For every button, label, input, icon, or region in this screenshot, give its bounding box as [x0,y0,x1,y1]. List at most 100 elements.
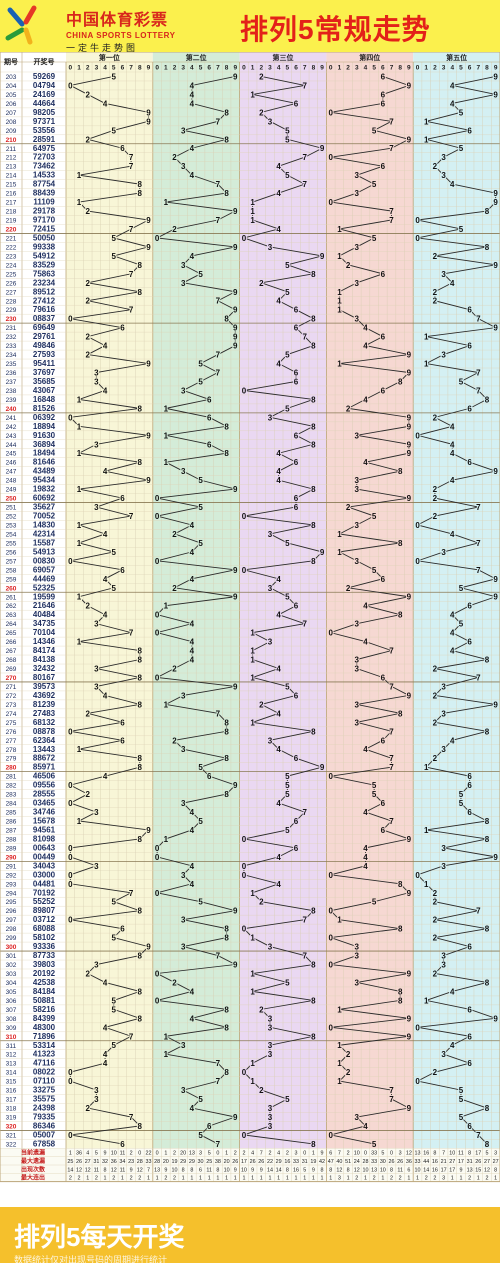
period-label: 216 [6,191,17,198]
trend-digit: 3 [355,943,360,952]
trend-digit: 8 [311,996,316,1005]
period-label: 265 [6,630,17,637]
draw-number: 39573 [33,682,56,691]
trend-digit: 7 [476,907,481,916]
stat-value: 1 [216,1176,219,1182]
trend-digit: 4 [190,826,195,835]
stat-value: 1 [156,1176,159,1182]
trend-digit: 8 [485,978,490,987]
trend-digit: 0 [68,1077,73,1086]
trend-digit: 6 [381,72,386,81]
trend-digit: 7 [389,682,394,691]
trend-digit: 4 [363,1122,368,1131]
trend-digit: 8 [311,315,316,324]
trend-digit: 3 [441,270,446,279]
stat-value: 28 [137,1159,143,1165]
trend-digit: 6 [467,404,472,413]
period-label: 256 [6,549,17,556]
trend-digit: 4 [190,808,195,817]
trend-digit: 5 [285,126,290,135]
brand-name-cn: 中国体育彩票 [66,12,169,29]
trend-digit: 4 [276,799,281,808]
draw-number: 80167 [33,673,56,682]
trend-digit: 3 [181,1086,186,1095]
trend-digit: 0 [68,1131,73,1140]
stat-value: 36 [406,1159,412,1165]
stat-value: 13 [189,1151,195,1157]
stat-value: 2 [485,1176,488,1182]
trend-digit: 7 [216,1059,221,1068]
trend-digit: 0 [155,969,160,978]
trend-digit: 6 [120,144,125,153]
trend-digit: 1 [424,826,429,835]
trend-digit: 8 [311,1032,316,1041]
trend-digit: 8 [398,377,403,386]
stat-value: 30 [198,1159,204,1165]
trend-digit: 0 [242,1068,247,1077]
trend-digit: 3 [94,665,99,674]
stat-value: 12 [336,1167,342,1173]
trend-digit: 1 [337,306,342,315]
trend-digit: 2 [346,261,351,270]
trend-digit: 7 [216,368,221,377]
period-label: 227 [6,289,17,296]
period-label: 207 [6,110,17,117]
trend-digit: 8 [485,207,490,216]
trend-digit: 9 [233,342,238,351]
draw-number: 05007 [33,1130,56,1139]
trend-digit: 8 [311,422,316,431]
trend-digit: 6 [207,1122,212,1131]
header-position-3: 第三位 [273,53,294,62]
trend-digit: 1 [164,1050,169,1059]
trend-digit: 3 [181,916,186,925]
trend-digit: 6 [381,99,386,108]
trend-digit: 0 [415,1077,420,1086]
trend-digit: 8 [311,395,316,404]
period-label: 266 [6,639,17,646]
trend-digit: 3 [355,978,360,987]
header-digit: 4 [450,65,454,72]
trend-digit: 4 [103,99,108,108]
stat-value: 10 [224,1167,230,1173]
stat-value: 31 [93,1159,99,1165]
trend-digit: 5 [285,826,290,835]
trend-digit: 7 [129,162,134,171]
trend-digit: 6 [294,503,299,512]
header-digit: 7 [390,65,394,72]
trend-digit: 3 [268,1104,273,1113]
stat-value: 2 [468,1176,471,1182]
brand-name-en: CHINA SPORTS LOTTERY [66,31,176,40]
stat-value: 0 [156,1151,159,1157]
draw-number: 64975 [33,144,56,153]
stat-value: 8 [329,1167,332,1173]
period-label: 219 [6,218,17,225]
footer-note: 数据统计仅对出现号码的周期进行统计 [14,1255,168,1265]
stat-value: 14 [67,1167,73,1173]
draw-number: 89807 [33,906,56,915]
trend-digit: 2 [172,530,177,539]
trend-digit: 9 [233,324,238,333]
trend-digit: 0 [415,234,420,243]
trend-digit: 6 [381,162,386,171]
draw-number: 35627 [33,503,56,512]
trend-digit: 8 [138,907,143,916]
stat-value: 5 [381,1151,384,1157]
trend-digit: 7 [476,315,481,324]
period-label: 234 [6,352,17,359]
trend-digit: 8 [398,996,403,1005]
period-label: 237 [6,379,17,386]
trend-digit: 2 [85,279,90,288]
stat-value: 12 [406,1151,412,1157]
draw-number: 37697 [33,368,56,377]
trend-digit: 0 [155,557,160,566]
stat-value: 0 [138,1151,141,1157]
trend-digit: 3 [181,871,186,880]
trend-digit: 3 [355,243,360,252]
draw-number: 81526 [33,404,56,413]
draw-number: 34043 [33,861,56,870]
trend-digit: 7 [476,1131,481,1140]
trend-digit: 1 [250,656,255,665]
trend-digit: 8 [311,270,316,279]
period-label: 276 [6,729,17,736]
trend-digit: 1 [250,969,255,978]
